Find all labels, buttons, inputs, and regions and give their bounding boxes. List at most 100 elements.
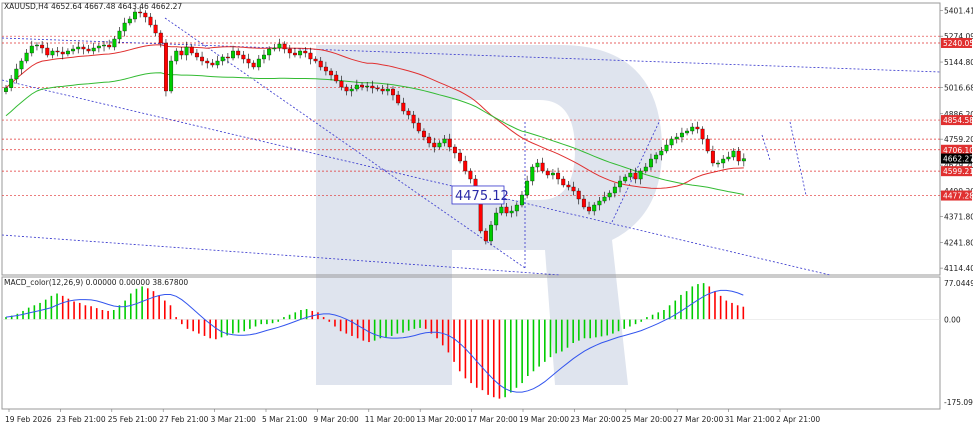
macd-bar [612,319,614,334]
bear-candle [406,110,411,116]
macd-bar [10,315,13,320]
price-tag: 5240.05 [941,37,973,48]
time-tick-label: 25 Mar 20:00 [622,415,672,424]
bear-candle [45,47,50,56]
macd-bar [458,319,461,372]
time-tick-label: 17 Mar 20:00 [468,415,518,424]
price-tick-label: 5016.68 [944,84,973,93]
macd-bar [419,319,421,328]
macd-bar [288,314,291,320]
bull-candle [442,138,447,144]
bull-candle [690,126,695,132]
macd-bar [78,302,81,320]
macd-bar [685,291,688,320]
bear-candle [148,16,153,26]
bear-candle [705,138,710,152]
macd-bar [181,319,183,325]
bull-candle [638,170,643,180]
macd-bar [266,319,268,325]
macd-bar [481,319,484,391]
bear-candle [205,60,210,64]
macd-bar [470,319,472,384]
bull-candle [654,154,659,160]
bull-candle [9,78,14,88]
bear-candle [40,44,45,49]
bear-candle [571,186,576,192]
macd-bar [283,317,285,320]
price-tick-label: 4759.20 [944,135,973,144]
bear-candle [556,172,561,180]
macd-bar [334,319,336,327]
bear-candle [179,50,184,56]
macd-bar [152,291,155,320]
macd-bar [300,310,302,320]
bear-candle [210,62,215,66]
macd-bar [124,300,126,320]
bear-candle [483,230,488,242]
time-tick-label: 19 Mar 20:00 [519,415,569,424]
price-tick-label: 5401.41 [944,7,973,16]
macd-bar [175,317,177,320]
macd-bar [424,319,427,329]
macd-histogram [2,283,940,399]
bull-candle [262,54,266,60]
bear-candle [86,48,91,52]
bear-candle [695,126,700,130]
bear-candle [375,87,380,90]
macd-bar [164,300,166,320]
price-tag: 4706.10 [941,144,973,155]
macd-bar [561,319,563,352]
macd-bar [294,312,297,320]
macd-bar [356,319,359,339]
bear-candle [308,52,313,60]
bull-candle [112,38,117,48]
time-tick-label: 11 Mar 20:00 [365,415,415,424]
bull-candle [525,180,530,196]
macd-bar [22,310,24,320]
macd-bar [668,305,671,320]
macd-bar [112,310,115,320]
macd-bar [504,319,506,398]
bear-candle [540,162,545,172]
macd-bar [544,319,546,362]
bull-candle [117,30,122,40]
forecast-segment [761,134,771,161]
bull-candle [19,60,24,70]
macd-bar [663,310,665,320]
bull-candle [612,186,617,194]
macd-bar [73,301,75,320]
bull-candle [664,144,669,152]
macd-bar [538,319,540,367]
bull-candle [643,166,648,172]
time-tick-label: 19 Feb 2026 [5,415,52,424]
bull-candle [669,138,674,146]
bull-candle [437,142,442,148]
macd-bar [572,319,574,343]
macd-bar [606,319,609,336]
bear-candle [391,88,395,96]
bear-candle [60,51,65,55]
price-tag: 4477.28 [941,190,973,201]
chart-title: XAUUSD,H4 4652.64 4667.48 4643.46 4662.2… [4,2,182,11]
bear-candle [194,52,199,58]
macd-bar [657,312,660,320]
time-tick-label: 25 Feb 21:00 [108,415,157,424]
macd-bar [220,319,223,338]
macd-bar [413,319,416,329]
bull-candle [489,224,493,242]
bull-candle [494,212,499,226]
macd-bar [702,283,705,320]
bear-candle [81,46,86,50]
macd-bar [600,319,603,337]
bear-candle [411,114,416,124]
macd-bar [305,309,308,320]
forecast-segment [789,121,807,196]
bear-candle [313,58,318,62]
bear-candle [107,44,112,48]
bull-candle [35,44,39,47]
price-axis: 5401.41 5274.09 5144.80 5016.68 4886.20 4759.… [940,7,973,273]
bear-candle [339,80,344,88]
price-tag-label: 4854.58 [943,116,973,125]
bull-candle [514,204,519,212]
